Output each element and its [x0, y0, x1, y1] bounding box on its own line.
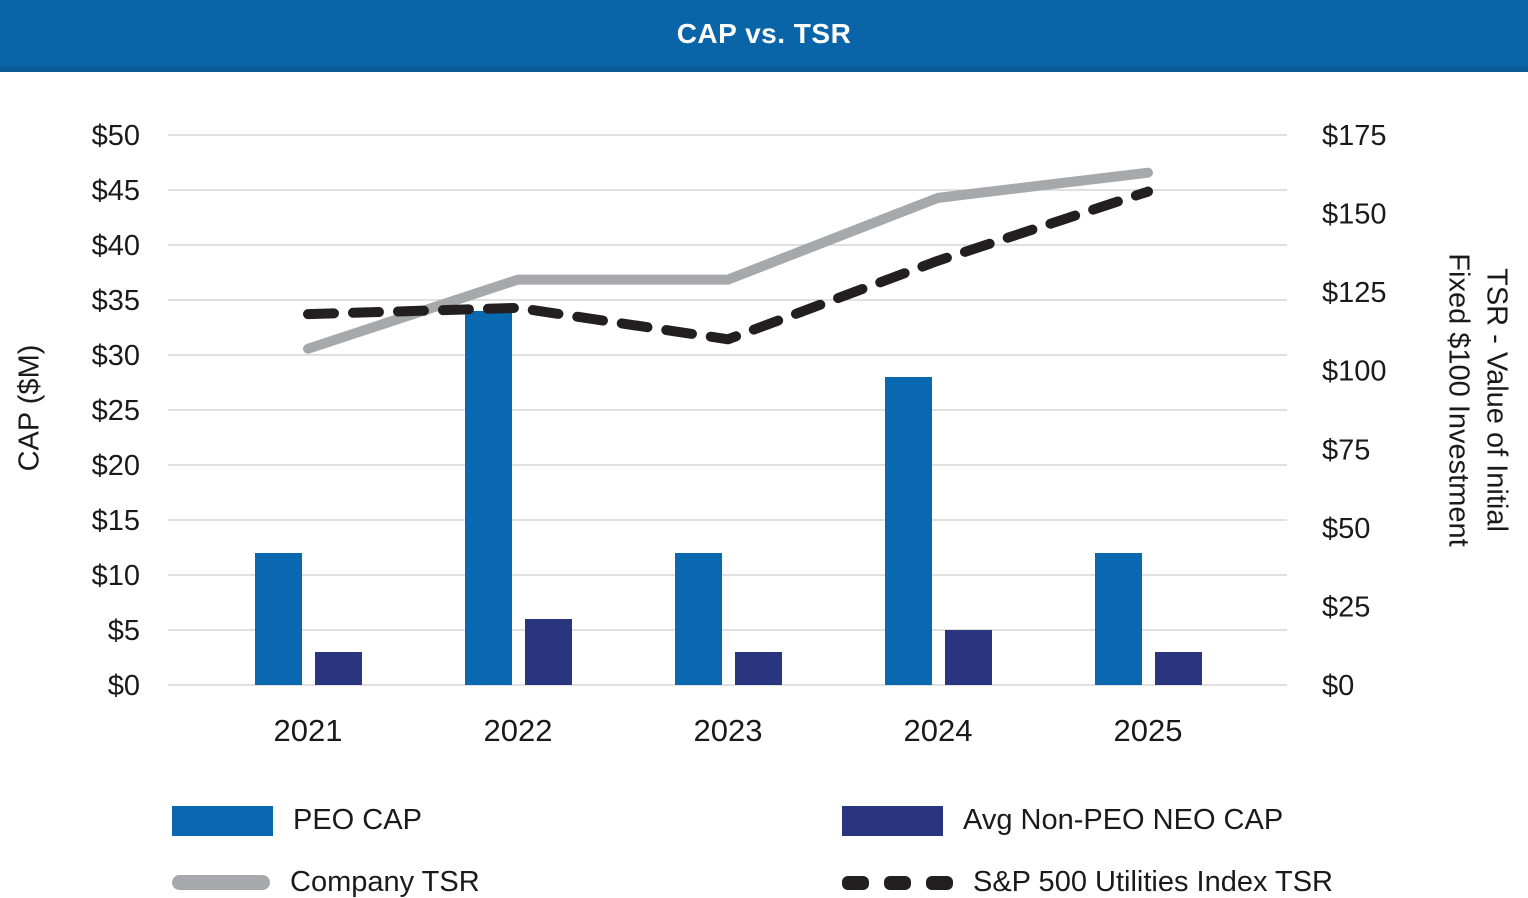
bar-peo-cap-2024 [885, 377, 932, 685]
right-axis-tick-label: $125 [1322, 277, 1387, 309]
dashed-line-swatch-icon [842, 875, 953, 890]
right-axis-title: TSR - Value of Initial Fixed $100 Invest… [1439, 253, 1516, 546]
legend-item-peo-cap: PEO CAP [172, 804, 422, 837]
line-s-p-500-utilities-index-tsr [303, 186, 1153, 345]
neo-cap-bar-swatch-icon [842, 805, 943, 836]
company-tsr-line-swatch-icon [172, 875, 270, 890]
bar-avg-non-peo-neo-cap-2025 [1155, 652, 1202, 685]
left-axis-tick-label: $40 [92, 230, 140, 262]
x-axis-label: 2024 [904, 713, 973, 748]
right-axis-tick-label: $50 [1322, 513, 1370, 545]
right-axis-tick-label: $25 [1322, 591, 1370, 623]
bar-avg-non-peo-neo-cap-2023 [735, 652, 782, 685]
left-axis-tick-label: $15 [92, 505, 140, 537]
dash [842, 875, 869, 890]
legend-label: Company TSR [290, 866, 480, 898]
bar-avg-non-peo-neo-cap-2022 [525, 619, 572, 685]
left-axis-tick-label: $20 [92, 450, 140, 482]
right-axis-tick-label: $75 [1322, 434, 1370, 466]
right-axis-tick-label: $150 [1322, 199, 1387, 231]
left-axis-tick-label: $35 [92, 285, 140, 317]
legend-label: PEO CAP [293, 804, 422, 836]
bar-avg-non-peo-neo-cap-2024 [945, 630, 992, 685]
left-axis-tick-label: $25 [92, 395, 140, 427]
legend-label: Avg Non-PEO NEO CAP [963, 804, 1284, 836]
right-axis-tick-label: $100 [1322, 356, 1387, 388]
bar-peo-cap-2023 [675, 553, 722, 685]
right-axis-tick-label: $175 [1322, 120, 1387, 152]
bar-peo-cap-2022 [465, 311, 512, 685]
dash [926, 875, 953, 890]
peo-cap-bar-swatch-icon [172, 805, 273, 836]
left-axis-tick-label: $5 [108, 615, 140, 647]
legend-label: S&P 500 Utilities Index TSR [973, 866, 1333, 898]
legend-item-sp500-utilities-tsr: S&P 500 Utilities Index TSR [842, 866, 1333, 898]
line-company-tsr [303, 167, 1153, 354]
bar-peo-cap-2025 [1095, 553, 1142, 685]
left-axis-title: CAP ($M) [13, 344, 46, 472]
left-axis-tick-label: $30 [92, 340, 140, 372]
right-axis-title-line2: Fixed $100 Investment [1442, 253, 1474, 547]
chart-header: CAP vs. TSR [0, 0, 1528, 72]
left-axis-tick-label: $50 [92, 120, 140, 152]
right-axis-title-line1: TSR - Value of Initial [1480, 268, 1513, 532]
right-axis-tick-label: $0 [1322, 670, 1354, 702]
chart-title: CAP vs. TSR [676, 18, 852, 49]
left-axis-tick-label: $45 [92, 175, 140, 207]
bar-peo-cap-2021 [255, 553, 302, 685]
x-axis-label: 2025 [1114, 713, 1183, 748]
left-axis-tick-label: $0 [108, 670, 140, 702]
left-axis-tick-label: $10 [92, 560, 140, 592]
x-axis-label: 2021 [274, 713, 343, 748]
dash [884, 875, 911, 890]
legend-item-company-tsr: Company TSR [172, 866, 480, 898]
x-axis-label: 2022 [484, 713, 553, 748]
x-axis-label: 2023 [694, 713, 763, 748]
legend-item-avg-non-peo-neo-cap: Avg Non-PEO NEO CAP [842, 804, 1283, 837]
bar-avg-non-peo-neo-cap-2021 [315, 652, 362, 685]
